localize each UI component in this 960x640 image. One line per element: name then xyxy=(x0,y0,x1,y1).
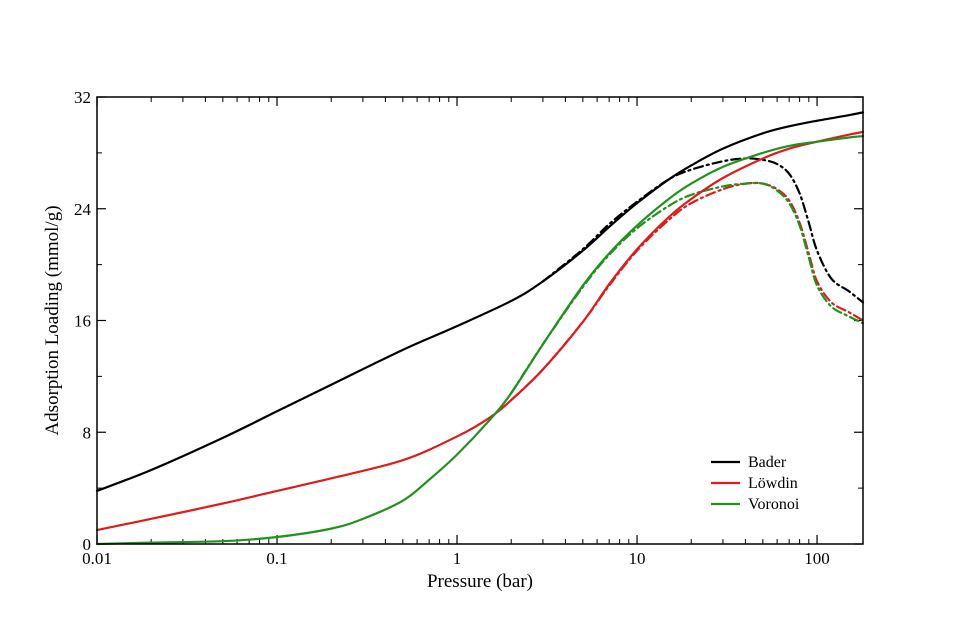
y-tick-label: 8 xyxy=(83,423,92,442)
y-tick-label: 32 xyxy=(74,88,91,107)
x-axis-title: Pressure (bar) xyxy=(427,571,533,592)
series-line-2 xyxy=(95,135,865,546)
tick-labels: 0.01 0.1 1 10 100 0 8 16 24 32 xyxy=(74,88,830,568)
series-line-0 xyxy=(95,111,865,493)
x-tick-label: 0.01 xyxy=(82,549,112,568)
x-tick-label: 1 xyxy=(453,549,462,568)
legend: Bader Löwdin Voronoi xyxy=(711,454,800,513)
legend-label: Bader xyxy=(748,454,787,471)
series-layer xyxy=(95,111,865,546)
legend-label: Löwdin xyxy=(748,475,798,492)
plot-frame xyxy=(96,96,864,545)
series-line-4 xyxy=(510,181,865,402)
series-line-1 xyxy=(95,130,865,532)
y-tick-label: 16 xyxy=(74,312,91,331)
y-tick-label: 0 xyxy=(83,535,92,554)
y-axis-title: Adsorption Loading (mmol/g) xyxy=(42,205,63,435)
legend-label: Voronoi xyxy=(748,496,800,513)
x-tick-label: 10 xyxy=(629,549,646,568)
x-tick-label: 0.1 xyxy=(266,549,287,568)
series-line-5 xyxy=(510,181,865,395)
series-line-3 xyxy=(541,157,865,304)
y-tick-label: 24 xyxy=(74,200,92,219)
x-tick-label: 100 xyxy=(804,549,830,568)
